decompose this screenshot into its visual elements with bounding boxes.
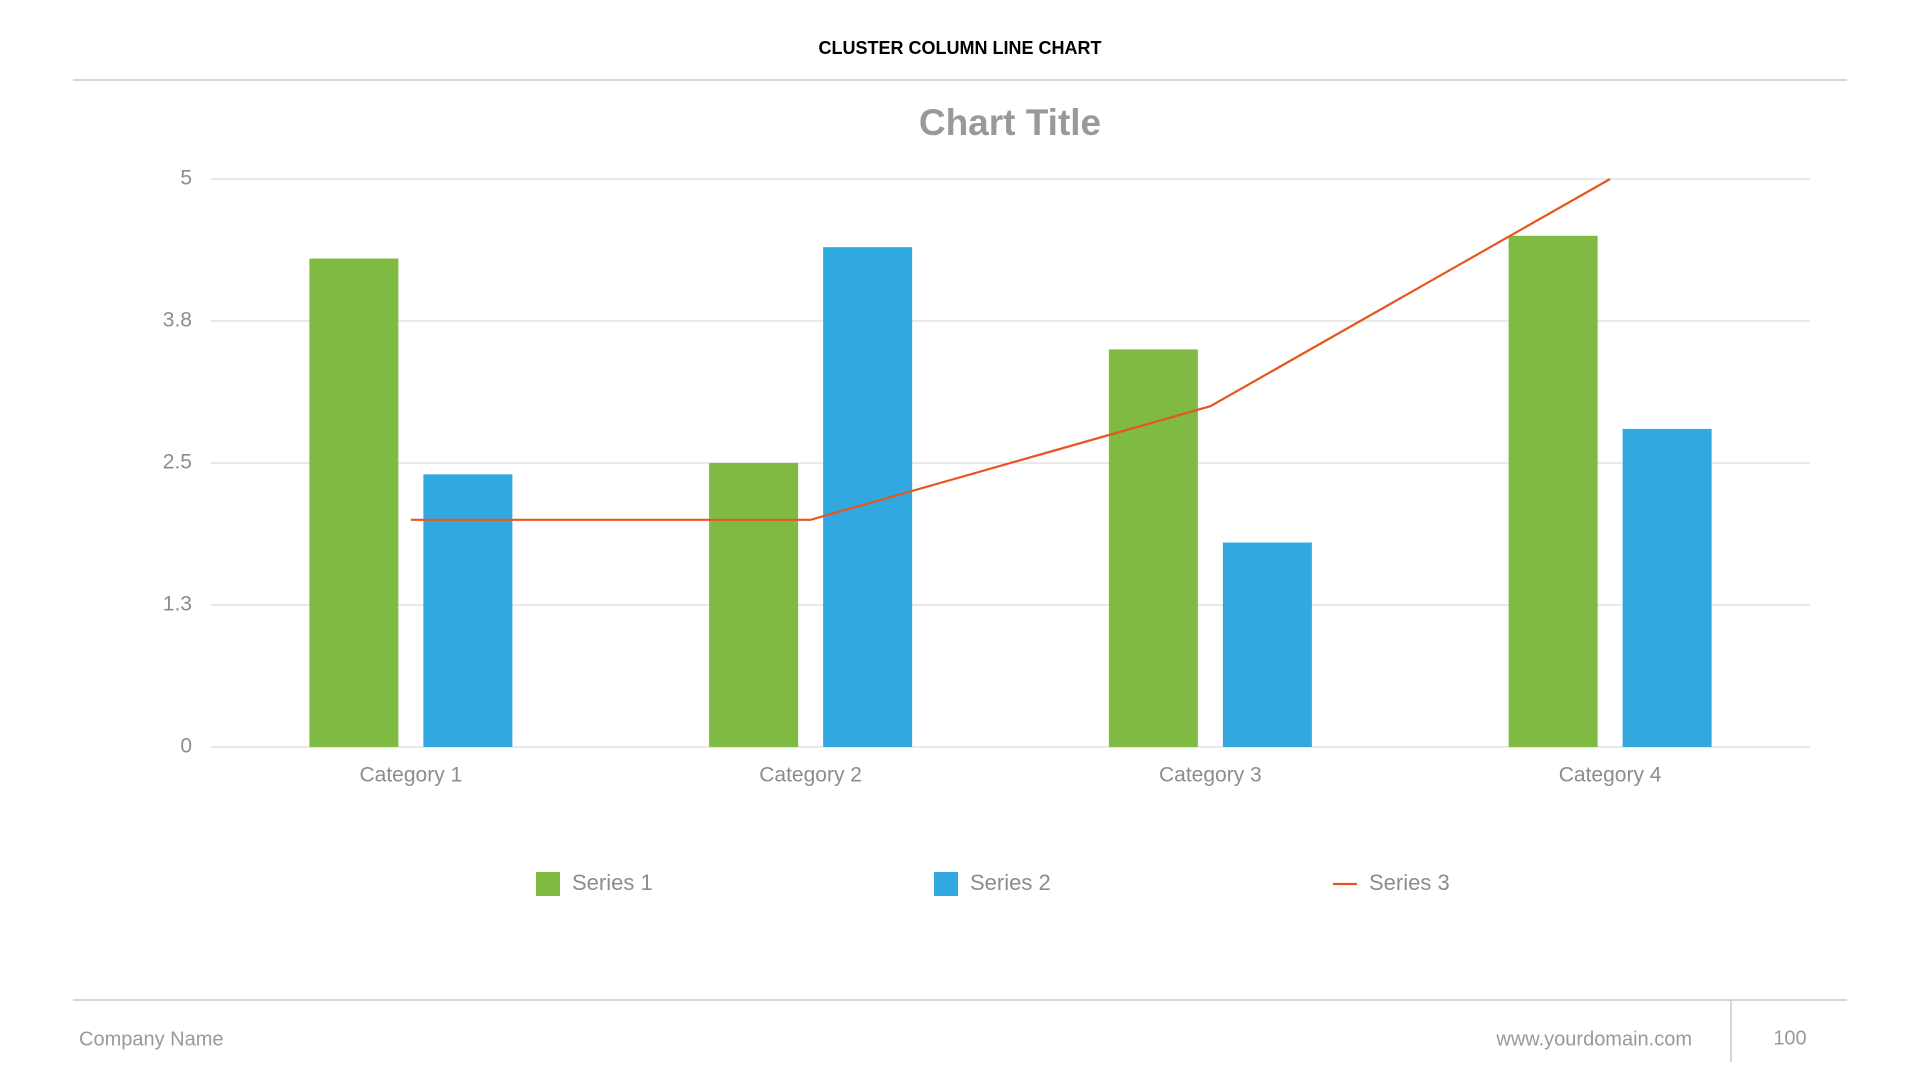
bar [1222,542,1312,747]
legend-label: Series 3 [1369,870,1450,895]
y-tick-label: 1.3 [163,593,192,616]
legend-swatch [536,872,560,896]
legend-label: Series 1 [572,870,653,895]
y-tick-label: 2.5 [163,451,192,474]
y-tick-label: 3.8 [163,309,192,332]
domain: www.yourdomain.com [1495,1028,1692,1050]
x-tick-label: Category 2 [759,764,862,787]
y-tick-label: 5 [180,167,192,190]
bar [309,258,399,747]
bar [709,463,799,747]
x-tick-label: Category 4 [1559,764,1662,787]
x-tick-label: Category 3 [1159,764,1262,787]
company-name: Company Name [79,1028,224,1050]
bar [1108,349,1198,747]
bar [1508,235,1598,748]
legend-swatch [934,872,958,896]
bar [1622,428,1712,747]
y-tick-label: 0 [180,735,192,758]
header-title: CLUSTER COLUMN LINE CHART [819,38,1102,58]
chart-title: Chart Title [919,102,1101,143]
legend-label: Series 2 [970,870,1051,895]
bar [823,247,913,747]
page-number: 100 [1773,1027,1806,1049]
line [410,178,1611,521]
bar [423,474,513,747]
x-tick-label: Category 1 [360,764,463,787]
